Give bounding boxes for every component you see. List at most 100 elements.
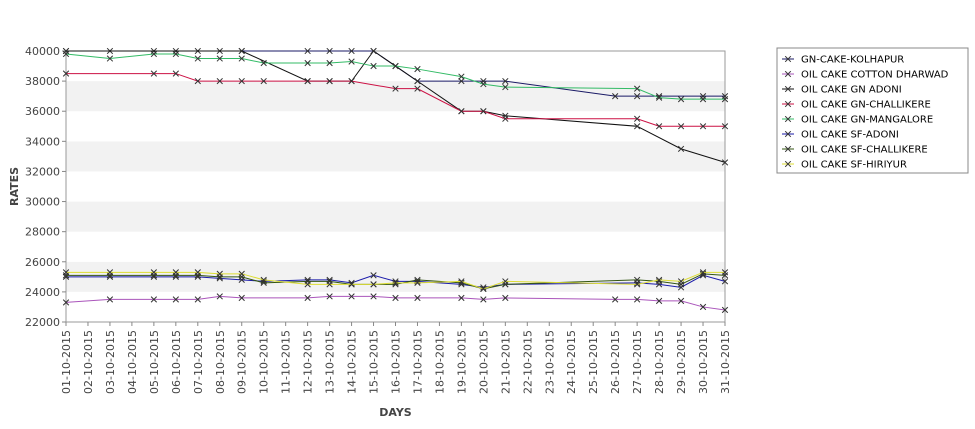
data-point [150,272,158,279]
data-point [414,65,421,73]
series-line [65,295,726,311]
data-point [216,77,223,85]
data-point [326,59,333,67]
x-tick-label: 30-10-2015 [697,330,710,394]
x-tick-label: 06-10-2015 [170,330,183,394]
y-tick-label: 22000 [25,316,60,329]
data-point [304,59,311,67]
x-tick-label: 25-10-2015 [587,330,600,394]
data-point [721,93,729,100]
x-tick-label: 01-10-2015 [60,330,73,394]
x-tick-label: 11-10-2015 [280,330,293,394]
y-tick-label: 30000 [25,196,60,209]
data-point [612,296,619,303]
data-point [633,281,641,288]
data-point [62,272,70,279]
x-tick-label: 18-10-2015 [433,330,446,394]
legend-label: OIL CAKE SF-ADONI [801,130,899,141]
x-tick-label: 26-10-2015 [609,330,622,394]
data-point [326,278,333,285]
data-point [348,58,355,65]
data-point [633,276,641,283]
legend-label: OIL CAKE GN ADONI [801,85,902,96]
legend-label: OIL CAKE SF-HIRIYUR [801,160,907,171]
data-point [370,47,377,55]
legend-marker [784,145,792,153]
data-point [150,70,158,77]
data-point [216,273,223,280]
data-point [414,279,421,287]
data-point [194,272,201,279]
data-point [677,278,685,285]
data-point [392,85,399,92]
data-point [260,77,267,85]
x-tick-label: 24-10-2015 [565,330,578,394]
data-point [370,62,377,70]
data-point [502,77,509,85]
data-point [304,77,311,85]
x-tick-label: 04-10-2015 [126,330,139,394]
data-point [414,77,421,85]
data-point [458,108,465,115]
data-point [392,62,399,70]
data-point [194,77,201,85]
y-tick-label: 36000 [25,105,60,118]
data-point [699,123,707,130]
y-axis: 22000 24000 26000 28000 30000 32000 34000 36000… [25,45,66,329]
series-3 [62,70,729,130]
y-tick-label: 26000 [25,256,60,269]
grid-band [66,201,725,232]
data-point [633,115,641,122]
data-point [721,278,729,285]
data-point [414,276,421,283]
data-point [633,123,641,130]
data-point [721,159,729,166]
series-line [66,274,726,288]
data-point [62,50,70,58]
data-point [655,281,663,288]
legend-label: GN-CAKE-KOLHAPUR [801,55,904,66]
x-tick-label: 16-10-2015 [390,330,403,394]
x-tick-label: 08-10-2015 [214,330,227,394]
data-point [326,77,333,85]
data-point [655,123,663,130]
data-point [677,297,685,305]
data-point [633,296,641,303]
data-point [414,294,421,302]
data-point [414,85,421,92]
series-line [66,271,725,290]
legend-box [776,47,969,174]
data-point [348,293,355,300]
data-point [458,294,465,302]
data-point [677,96,685,103]
x-tick-label: 15-10-2015 [368,330,381,394]
data-point [216,55,223,62]
data-point [502,83,509,91]
x-tick-label: 02-10-2015 [82,330,95,394]
legend-marker [784,100,792,108]
data-point [304,278,311,285]
data-point [238,294,245,302]
legend-label: OIL CAKE GN-MANGALORE [801,115,933,126]
series-1 [62,293,729,314]
legend-label: OIL CAKE SF-CHALLIKERE [801,145,928,156]
data-point [260,279,267,287]
data-point [502,115,509,122]
x-tick-label: 09-10-2015 [236,330,249,394]
data-point [392,279,399,287]
data-point [238,47,245,55]
data-point [677,284,685,291]
data-point [721,269,729,276]
data-point [260,276,267,283]
series-line [65,53,725,100]
y-tick-label: 28000 [25,226,60,239]
data-point [480,296,487,303]
data-point [348,281,355,288]
data-point [633,85,641,92]
data-point [172,70,179,77]
data-point [458,278,465,285]
data-point [304,294,311,302]
data-point [172,296,179,303]
data-point [699,93,707,100]
